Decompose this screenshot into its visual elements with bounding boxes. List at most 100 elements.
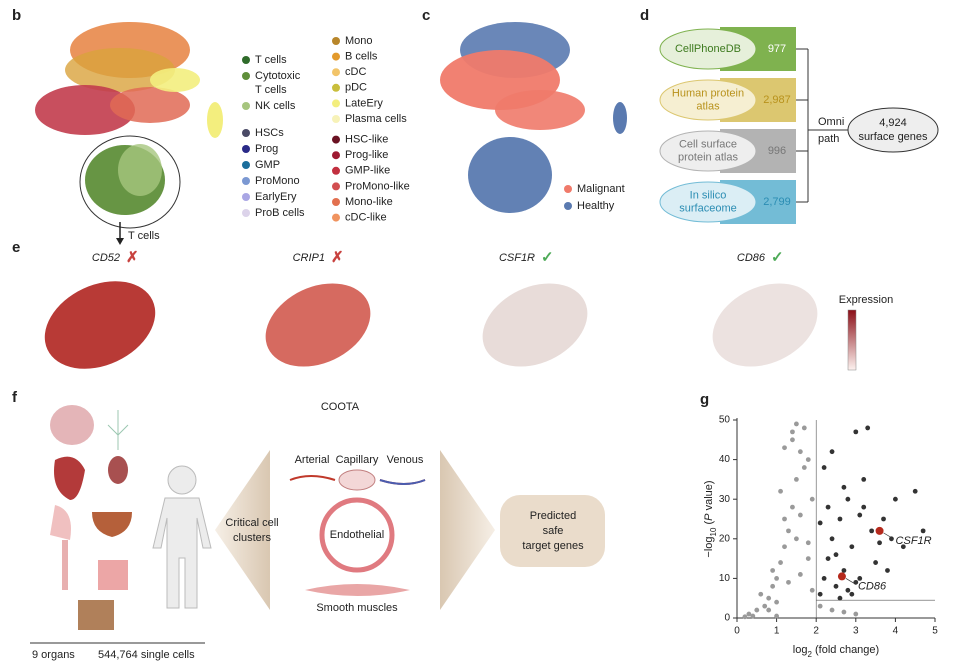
y-axis-label-part: P — [703, 513, 715, 521]
highlight-point — [837, 572, 846, 581]
legend-label: GMP — [255, 159, 280, 171]
point — [869, 528, 875, 534]
point — [865, 425, 871, 431]
panel-label: c — [422, 7, 430, 24]
arrow-text: target genes — [522, 540, 584, 552]
expression-umaps — [44, 281, 857, 371]
y-tick-label: 20 — [719, 533, 731, 544]
point — [786, 579, 791, 585]
x-axis-label-part: log — [793, 644, 808, 656]
point — [809, 496, 815, 502]
point — [794, 536, 799, 542]
db-name: In silico — [690, 189, 727, 201]
legend-swatch — [332, 37, 340, 45]
point — [829, 449, 835, 455]
vessel-label: Capillary — [336, 454, 379, 466]
point — [766, 595, 772, 601]
point — [770, 583, 776, 589]
legend-label: cDC — [345, 66, 366, 78]
point — [849, 591, 855, 597]
legend-swatch — [564, 185, 572, 193]
arrow-text: Critical cell — [225, 517, 278, 529]
legend-swatch — [242, 209, 250, 217]
point — [849, 544, 855, 550]
legend-label: Plasma cells — [345, 113, 407, 125]
legend-label: ProMono — [255, 175, 300, 187]
legend-label: Healthy — [577, 200, 615, 212]
point — [841, 609, 847, 615]
gene-name: CRIP1 — [293, 252, 325, 264]
point — [797, 512, 803, 518]
point — [817, 591, 823, 597]
point — [774, 613, 779, 619]
result-label: 4,924 — [879, 117, 907, 129]
legend-swatch — [242, 177, 250, 185]
point — [845, 496, 851, 502]
umap-b — [35, 22, 223, 245]
point — [920, 528, 926, 534]
point — [782, 445, 787, 451]
legend-swatch — [332, 166, 340, 175]
point — [762, 603, 768, 609]
db-name-box — [659, 130, 757, 172]
x-axis-label-part: (fold change) — [812, 644, 879, 656]
point — [778, 560, 783, 565]
highlight-label: CD86 — [858, 580, 887, 592]
point — [778, 488, 783, 494]
legend-label: Prog-like — [345, 149, 388, 161]
panel-label: f — [12, 389, 18, 406]
point — [794, 477, 799, 482]
legend-label: EarlyEry — [255, 191, 297, 203]
y-axis-label: −log10 (P value) — [703, 480, 718, 557]
vessel-label: Arterial — [295, 454, 330, 466]
point — [873, 560, 878, 565]
point — [774, 599, 779, 605]
legend-swatch — [332, 83, 340, 92]
db-name: surfaceome — [679, 202, 736, 214]
point — [877, 540, 882, 546]
db-count: 977 — [768, 43, 786, 55]
leader — [845, 578, 857, 585]
db-name: CellPhoneDB — [675, 43, 741, 55]
legend-label: Mono-like — [345, 196, 393, 208]
point — [861, 504, 867, 510]
point — [853, 611, 859, 617]
db-name: atlas — [696, 100, 720, 112]
y-tick-label: 10 — [719, 573, 731, 584]
x-tick-label: 3 — [853, 626, 859, 637]
coota-title: COOTA — [321, 401, 360, 413]
legend-label: T cells — [255, 54, 287, 66]
point — [754, 607, 760, 613]
legend-swatch — [564, 202, 572, 210]
point — [817, 603, 823, 609]
arrow-text: Predicted — [530, 510, 576, 522]
point — [790, 429, 795, 435]
umap-c — [440, 22, 627, 213]
footer: 9 organs — [32, 649, 75, 661]
point — [837, 595, 843, 601]
point — [885, 568, 890, 573]
point — [912, 488, 918, 494]
legend-swatch — [332, 213, 340, 222]
db-name: Human protein — [672, 87, 744, 99]
verdict: ✗ — [126, 249, 139, 266]
point — [805, 540, 811, 546]
legend-label: ProMono-like — [345, 180, 410, 192]
legend-swatch — [242, 56, 250, 64]
point — [857, 512, 863, 518]
verdict: ✓ — [541, 249, 554, 266]
coota-diagram — [30, 405, 605, 644]
arrow-text: clusters — [233, 532, 271, 544]
y-tick-label: 0 — [724, 613, 730, 624]
highlight-label: CSF1R — [896, 535, 932, 547]
db-name-box — [659, 79, 757, 121]
legend-swatch — [242, 193, 250, 201]
legend-label: HSC-like — [345, 134, 388, 146]
point — [845, 587, 851, 593]
point — [841, 568, 847, 573]
point — [774, 576, 779, 581]
point — [790, 504, 795, 510]
panel-label: g — [700, 391, 709, 408]
y-axis-label-part: value) — [703, 480, 715, 513]
